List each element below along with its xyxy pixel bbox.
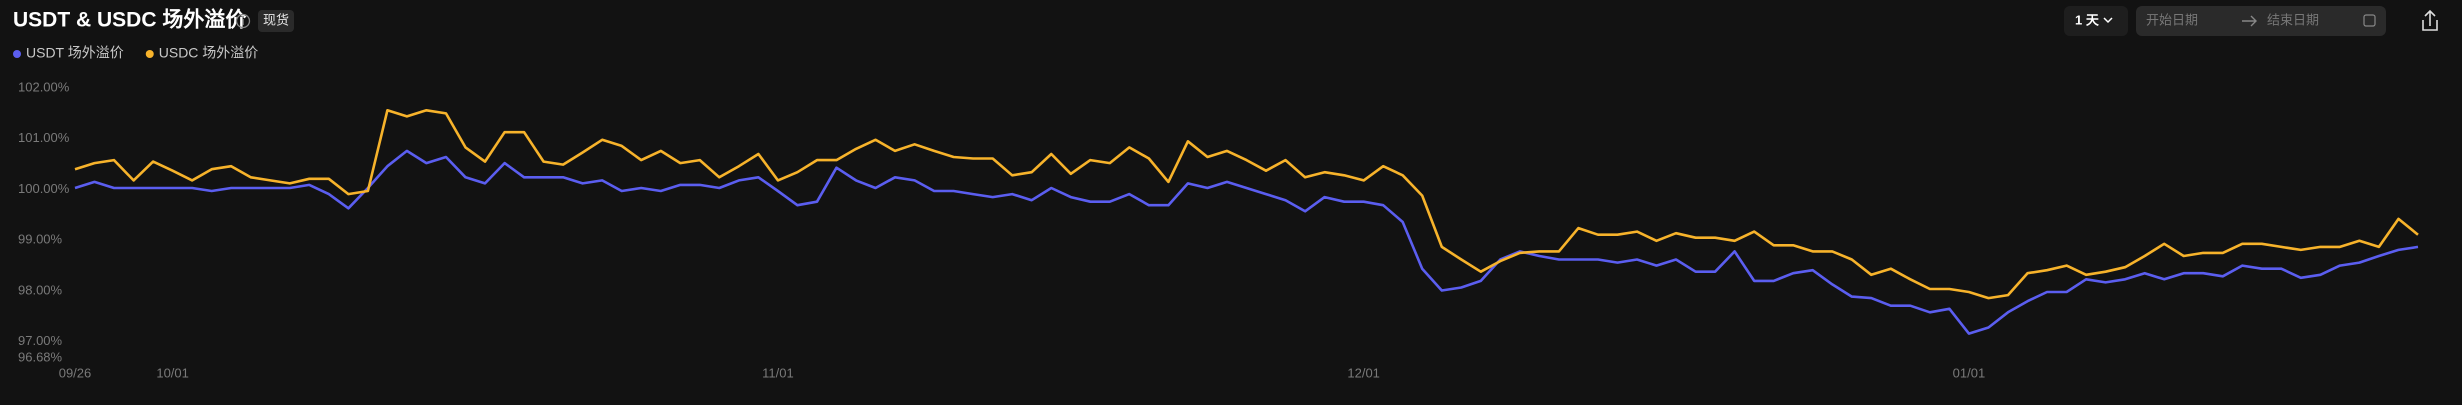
y-tick-label: 101.00%	[18, 130, 70, 145]
start-date[interactable]: 开始日期	[2146, 12, 2198, 27]
series-line	[74, 109, 2419, 300]
y-tick-label: 102.00%	[18, 79, 70, 94]
y-tick-label: 98.00%	[18, 282, 63, 297]
x-tick-label: 11/01	[762, 365, 794, 380]
chart-title: USDT & USDC 场外溢价	[13, 8, 247, 32]
interval-label: 1 天	[2075, 12, 2100, 27]
legend-marker	[145, 50, 154, 58]
share-icon	[2422, 9, 2438, 31]
y-tick-label: 100.00%	[18, 181, 70, 196]
arrow	[2242, 15, 2257, 27]
y-tick-label: 99.00%	[18, 232, 63, 247]
calendar-icon	[2363, 14, 2376, 27]
end-date[interactable]: 结束日期	[2267, 12, 2319, 27]
x-tick-label: 01/01	[1953, 365, 1986, 380]
date-range[interactable]: 开始日期 结束日期	[2136, 6, 2386, 36]
interval-bg	[2064, 6, 2128, 36]
date-range-bg	[2136, 6, 2386, 36]
share-button[interactable]	[2422, 9, 2438, 31]
series-line	[74, 149, 2419, 335]
legend-label: USDT 场外溢价	[26, 45, 124, 61]
legend-label: USDC 场外溢价	[159, 45, 259, 61]
x-tick-label: 10/01	[156, 365, 189, 380]
badge: 现货	[263, 12, 289, 27]
info-icon[interactable]	[235, 13, 251, 29]
info-circle	[235, 13, 251, 29]
interval-select[interactable]: 1 天	[2064, 6, 2128, 36]
y-tick-label: 96.68%	[18, 349, 63, 364]
badge-bg	[258, 10, 294, 32]
y-tick-label: 97.00%	[18, 333, 63, 348]
chevron	[2103, 17, 2113, 24]
x-tick-label: 12/01	[1347, 365, 1380, 380]
info-dot	[242, 15, 244, 18]
x-tick-label: 09/26	[59, 365, 92, 380]
legend-marker	[13, 50, 21, 58]
